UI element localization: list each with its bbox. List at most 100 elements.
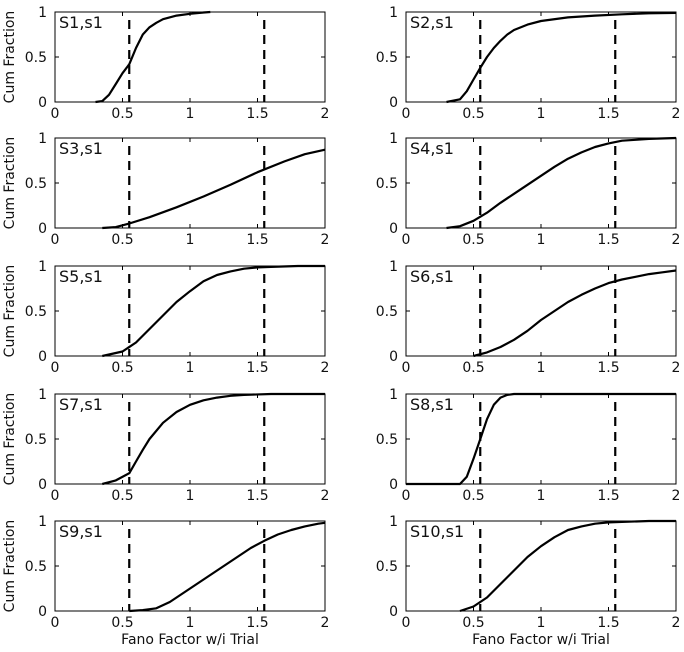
x-tick-label: 2 bbox=[321, 360, 330, 376]
y-tick-label: 0.5 bbox=[376, 432, 398, 448]
cdf-line bbox=[446, 136, 677, 230]
x-tick-label: 1.5 bbox=[597, 360, 619, 376]
y-axis-label: Cum Fraction bbox=[2, 137, 18, 230]
panel-title: S1,s1 bbox=[59, 13, 103, 32]
x-tick-label: 0.5 bbox=[462, 106, 484, 122]
x-axis-label: Fano Factor w/i Trial bbox=[121, 632, 259, 648]
x-tick-label: 2 bbox=[672, 106, 681, 122]
panel-9: 0 0.5 1 1.5 2 0 0.5 1 S9,s1 Cum Fraction Fano Fact… bbox=[2, 514, 329, 648]
x-tick-label: 2 bbox=[321, 106, 330, 122]
cdf-line bbox=[102, 264, 325, 358]
y-tick-label: 0.5 bbox=[376, 50, 398, 66]
y-axis-label: Cum Fraction bbox=[2, 11, 18, 104]
cdf-line bbox=[95, 10, 211, 104]
x-tick-label: 1.5 bbox=[246, 488, 268, 504]
y-tick-label: 0.5 bbox=[376, 176, 398, 192]
x-tick-label: 0 bbox=[402, 106, 411, 122]
cdf-line bbox=[459, 519, 676, 613]
panel-title: S3,s1 bbox=[59, 139, 103, 158]
x-tick-label: 2 bbox=[321, 232, 330, 248]
y-tick-label: 0 bbox=[389, 221, 398, 237]
panel-title: S7,s1 bbox=[59, 395, 103, 414]
panel-title: S4,s1 bbox=[410, 139, 454, 158]
cdf-line bbox=[102, 148, 326, 230]
cdf-line bbox=[129, 521, 326, 613]
x-tick-label: 0.5 bbox=[111, 488, 133, 504]
y-axis-label: Cum Fraction bbox=[2, 393, 18, 486]
panel-title: S2,s1 bbox=[410, 13, 454, 32]
x-tick-label: 1.5 bbox=[597, 232, 619, 248]
panel-1: 0 0.5 1 1.5 2 0 0.5 1 S1,s1 Cum Fraction bbox=[2, 5, 329, 122]
y-axis-label: Cum Fraction bbox=[2, 520, 18, 613]
y-tick-label: 0 bbox=[38, 349, 47, 365]
y-tick-label: 0.5 bbox=[25, 176, 47, 192]
x-tick-label: 1 bbox=[537, 106, 546, 122]
x-tick-label: 1.5 bbox=[597, 488, 619, 504]
x-tick-label: 0.5 bbox=[111, 232, 133, 248]
y-tick-label: 0.5 bbox=[25, 50, 47, 66]
x-tick-label: 0 bbox=[402, 360, 411, 376]
x-tick-label: 0 bbox=[51, 488, 60, 504]
panel-4: 0 0.5 1 1.5 2 0 0.5 1 S4,s1 bbox=[376, 131, 681, 248]
y-tick-label: 0.5 bbox=[25, 559, 47, 575]
y-tick-label: 1 bbox=[389, 5, 398, 21]
x-tick-label: 0 bbox=[402, 615, 411, 631]
y-tick-label: 1 bbox=[38, 131, 47, 147]
x-tick-label: 1 bbox=[537, 615, 546, 631]
y-tick-label: 0 bbox=[389, 95, 398, 111]
x-tick-label: 1.5 bbox=[597, 106, 619, 122]
x-tick-label: 0.5 bbox=[462, 488, 484, 504]
y-tick-label: 0 bbox=[389, 477, 398, 493]
y-tick-label: 0 bbox=[38, 477, 47, 493]
x-tick-label: 1 bbox=[537, 232, 546, 248]
y-tick-label: 0.5 bbox=[25, 304, 47, 320]
panel-title: S9,s1 bbox=[59, 522, 103, 541]
y-tick-label: 0 bbox=[38, 221, 47, 237]
cdf-line bbox=[102, 392, 325, 486]
x-tick-label: 0.5 bbox=[462, 615, 484, 631]
x-tick-label: 0 bbox=[402, 232, 411, 248]
x-tick-label: 0.5 bbox=[111, 360, 133, 376]
panel-title: S8,s1 bbox=[410, 395, 454, 414]
panel-7: 0 0.5 1 1.5 2 0 0.5 1 S7,s1 Cum Fraction bbox=[2, 387, 329, 504]
y-tick-label: 0 bbox=[389, 604, 398, 620]
y-tick-label: 1 bbox=[389, 387, 398, 403]
x-tick-label: 1.5 bbox=[246, 106, 268, 122]
x-tick-label: 1 bbox=[537, 488, 546, 504]
x-tick-label: 1 bbox=[186, 106, 195, 122]
cdf-line bbox=[446, 11, 677, 104]
y-tick-label: 1 bbox=[38, 5, 47, 21]
y-tick-label: 0 bbox=[38, 95, 47, 111]
panel-6: 0 0.5 1 1.5 2 0 0.5 1 S6,s1 bbox=[376, 259, 681, 376]
x-axis-label: Fano Factor w/i Trial bbox=[472, 632, 610, 648]
cdf-line bbox=[406, 392, 676, 486]
x-tick-label: 2 bbox=[672, 488, 681, 504]
x-tick-label: 0.5 bbox=[111, 106, 133, 122]
y-tick-label: 0.5 bbox=[376, 559, 398, 575]
panel-2: 0 0.5 1 1.5 2 0 0.5 1 S2,s1 bbox=[376, 5, 681, 122]
x-tick-label: 1 bbox=[186, 360, 195, 376]
y-tick-label: 1 bbox=[38, 259, 47, 275]
panel-title: S10,s1 bbox=[410, 522, 464, 541]
x-tick-label: 0.5 bbox=[111, 615, 133, 631]
panel-title: S5,s1 bbox=[59, 267, 103, 286]
x-tick-label: 1 bbox=[186, 488, 195, 504]
x-tick-label: 0 bbox=[402, 488, 411, 504]
y-axis-label: Cum Fraction bbox=[2, 265, 18, 358]
panel-8: 0 0.5 1 1.5 2 0 0.5 1 S8,s1 bbox=[376, 387, 681, 504]
x-tick-label: 1 bbox=[186, 615, 195, 631]
cdf-line bbox=[473, 269, 677, 358]
x-tick-label: 1.5 bbox=[246, 615, 268, 631]
x-tick-label: 0 bbox=[51, 106, 60, 122]
x-tick-label: 2 bbox=[672, 232, 681, 248]
x-tick-label: 0 bbox=[51, 615, 60, 631]
x-tick-label: 1 bbox=[186, 232, 195, 248]
y-tick-label: 0 bbox=[38, 604, 47, 620]
panel-5: 0 0.5 1 1.5 2 0 0.5 1 S5,s1 Cum Fraction bbox=[2, 259, 329, 376]
x-tick-label: 2 bbox=[672, 360, 681, 376]
y-tick-label: 0.5 bbox=[376, 304, 398, 320]
panel-3: 0 0.5 1 1.5 2 0 0.5 1 S3,s1 Cum Fraction bbox=[2, 131, 329, 248]
x-tick-label: 1.5 bbox=[246, 360, 268, 376]
x-tick-label: 0.5 bbox=[462, 360, 484, 376]
